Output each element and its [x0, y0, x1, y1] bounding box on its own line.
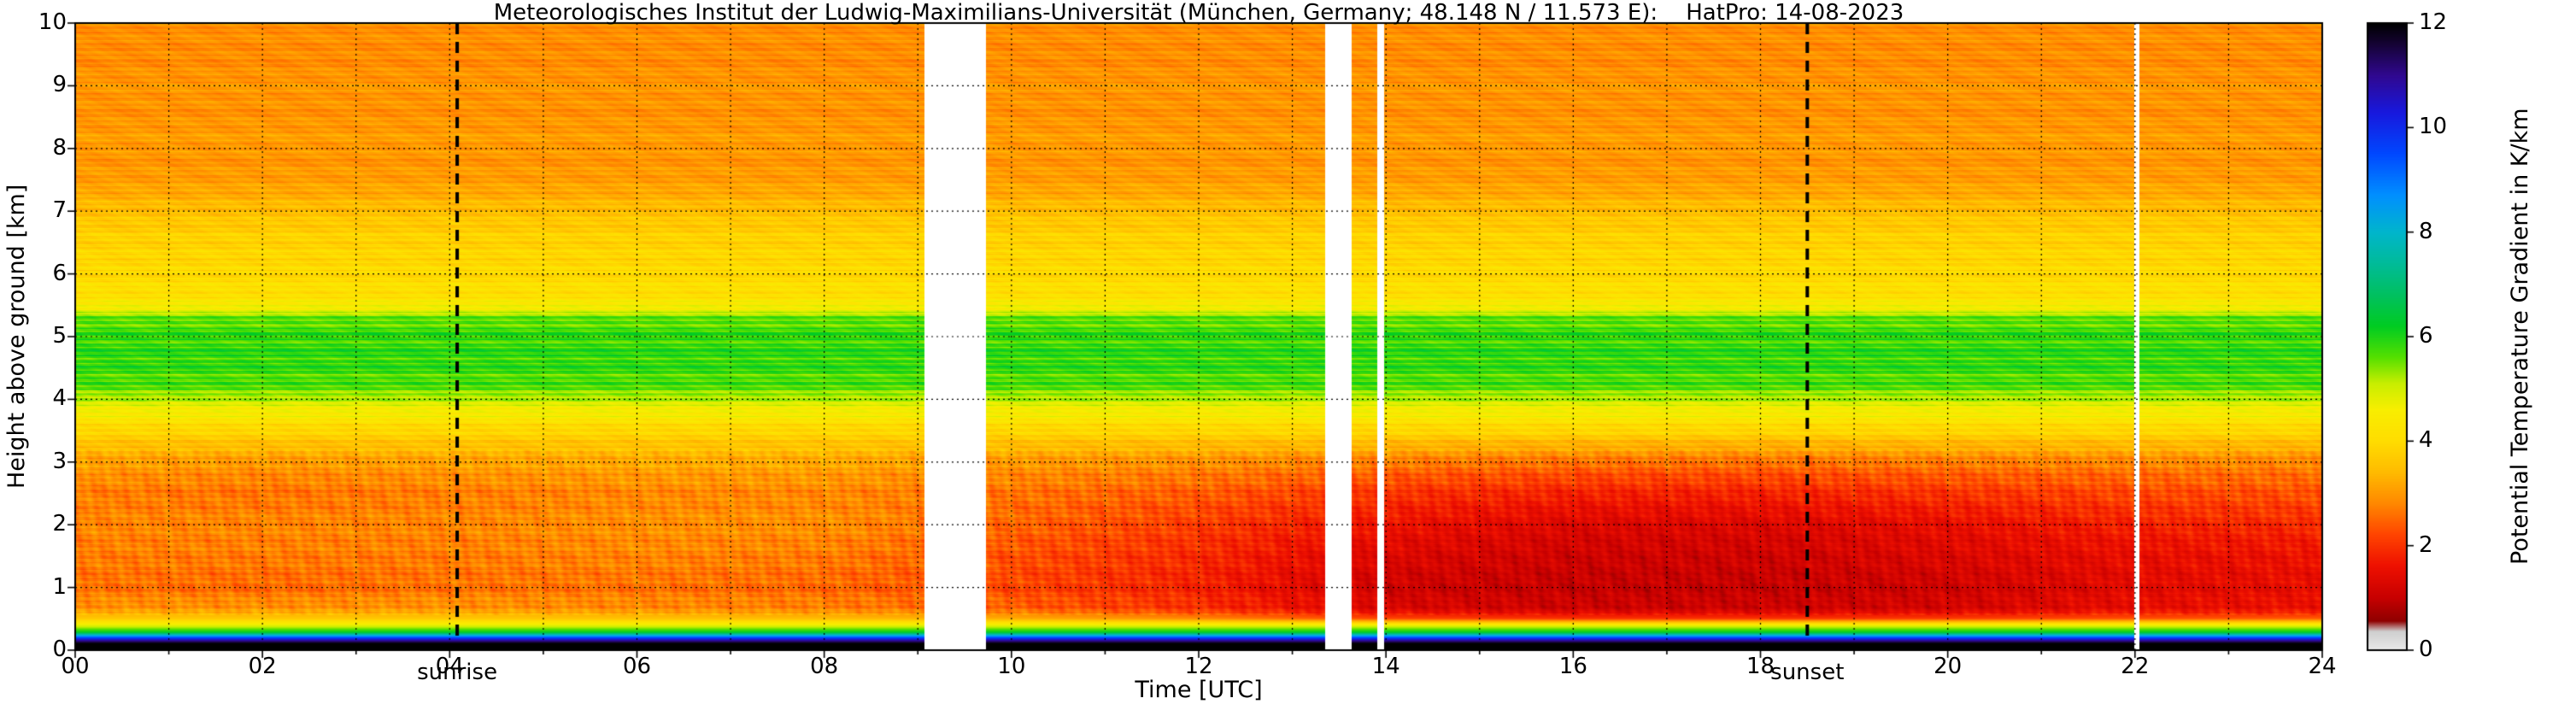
y-tick-label: 1	[52, 573, 67, 600]
sunrise-label: sunrise	[417, 660, 498, 685]
colorbar-tick-label: 10	[2419, 114, 2448, 140]
x-tick-label: 18	[1746, 654, 1775, 679]
y-tick-label: 5	[52, 323, 67, 349]
y-tick-label: 10	[38, 9, 67, 35]
colorbar-tick-label: 6	[2419, 323, 2433, 349]
x-tick-label: 10	[997, 654, 1026, 679]
x-tick-label: 02	[248, 654, 277, 679]
y-tick-label: 0	[52, 637, 67, 662]
y-tick-label: 7	[52, 197, 67, 224]
x-tick-label: 04	[435, 654, 464, 679]
x-tick-label: 00	[61, 654, 90, 679]
x-tick-label: 24	[2308, 654, 2337, 679]
x-tick-label: 20	[1933, 654, 1963, 679]
x-tick-label: 06	[622, 654, 652, 679]
y-tick-label: 6	[52, 260, 67, 286]
x-axis-label: Time [UTC]	[1135, 677, 1263, 703]
colorbar-label: Potential Temperature Gradient in K/km	[2507, 108, 2533, 566]
colorbar-tick-label: 8	[2419, 218, 2433, 244]
y-tick-label: 9	[52, 72, 67, 98]
colorbar-tick-label: 0	[2419, 637, 2433, 662]
x-tick-label: 16	[1558, 654, 1587, 679]
colorbar-tick-label: 12	[2419, 9, 2448, 35]
chart-title: Meteorologisches Institut der Ludwig-Max…	[493, 0, 1904, 26]
x-tick-label: 12	[1184, 654, 1213, 679]
sunset-label: sunset	[1770, 660, 1845, 685]
colorbar-tick-label: 4	[2419, 427, 2433, 454]
colorbar-tick-label: 2	[2419, 531, 2433, 558]
x-tick-label: 08	[810, 654, 839, 679]
y-tick-label: 8	[52, 134, 67, 161]
y-tick-label: 2	[52, 511, 67, 537]
x-tick-label: 14	[1371, 654, 1400, 679]
y-tick-label: 4	[52, 385, 67, 412]
y-tick-label: 3	[52, 448, 67, 474]
x-tick-label: 22	[2121, 654, 2150, 679]
